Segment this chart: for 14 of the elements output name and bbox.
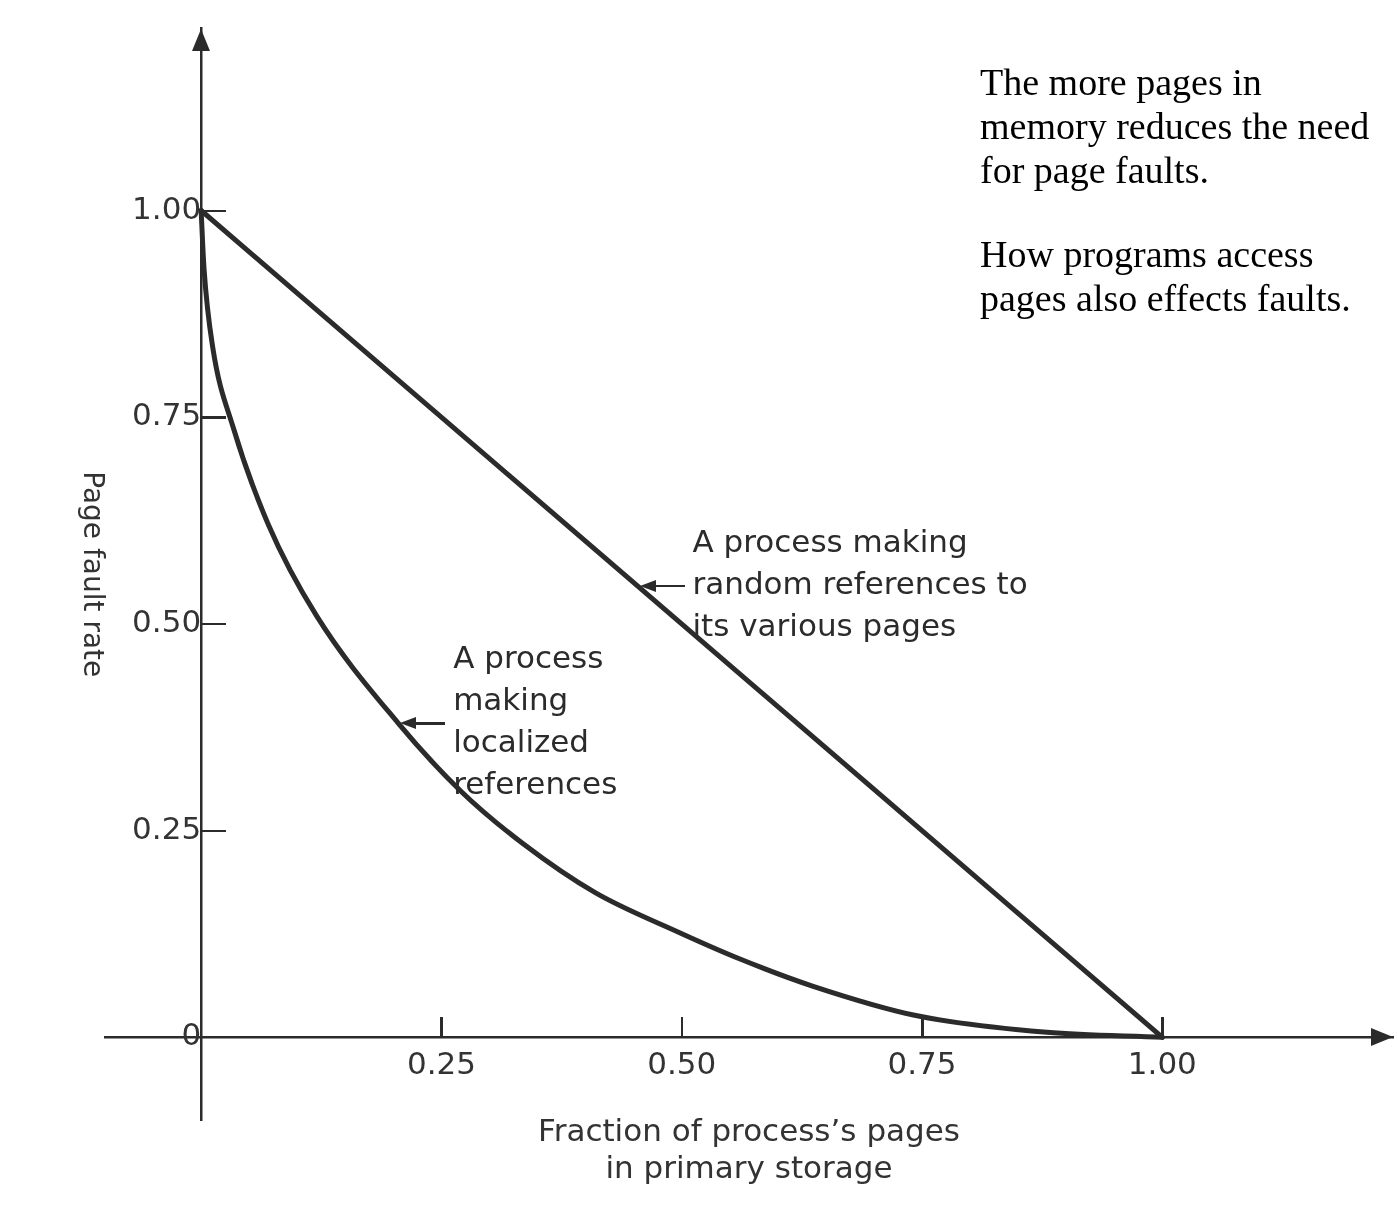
y-tick-label: 0.25 bbox=[132, 809, 202, 846]
x-tick-label: 0.50 bbox=[647, 1044, 717, 1081]
x-tick-label: 1.00 bbox=[1127, 1044, 1197, 1081]
x-tick-label: 0.75 bbox=[887, 1044, 957, 1081]
y-axis-title: Page fault rate bbox=[77, 471, 111, 678]
y-tick-label: 0.75 bbox=[132, 396, 202, 433]
y-tick-label: 1.00 bbox=[132, 189, 202, 226]
annotation: A process making localized references bbox=[453, 639, 618, 802]
y-tick-label: 0.50 bbox=[132, 602, 202, 639]
annotation: The more pages in memory reduces the need for page faults. bbox=[980, 60, 1371, 192]
x-tick-label: 0.25 bbox=[406, 1044, 476, 1081]
annotation: A process making random references to its various pages bbox=[692, 522, 1028, 643]
x-axis-title: Fraction of process’s pages in primary storage bbox=[538, 1112, 960, 1186]
annotation: How programs access pages also effects faults. bbox=[980, 232, 1352, 320]
